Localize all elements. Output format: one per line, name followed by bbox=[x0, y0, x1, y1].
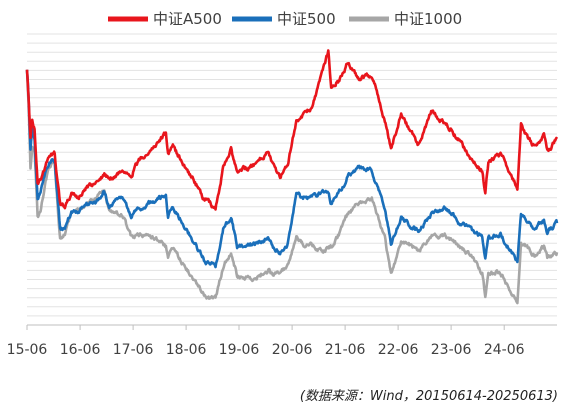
series-line-csi-1000 bbox=[25, 69, 559, 305]
legend-item-csi-500: 中证500 bbox=[232, 10, 336, 28]
series-line-csi-a500 bbox=[25, 49, 559, 211]
legend-item-csi-1000: 中证1000 bbox=[349, 10, 462, 28]
x-tick-label: 24-06 bbox=[484, 342, 525, 358]
x-tick-label: 18-06 bbox=[166, 342, 207, 358]
x-tick-label: 15-06 bbox=[7, 342, 48, 358]
x-tick-label: 23-06 bbox=[431, 342, 472, 358]
series-line-csi-500 bbox=[25, 69, 559, 269]
legend-label-csi-500: 中证500 bbox=[277, 10, 336, 28]
x-tick-label: 21-06 bbox=[325, 342, 366, 358]
legend-item-csi-a500: 中证A500 bbox=[108, 10, 222, 28]
x-tick-label: 19-06 bbox=[219, 342, 260, 358]
x-tick-label: 16-06 bbox=[60, 342, 101, 358]
x-tick-label: 22-06 bbox=[378, 342, 419, 358]
x-tick-label: 17-06 bbox=[113, 342, 154, 358]
x-tick-label: 20-06 bbox=[272, 342, 313, 358]
series-layer bbox=[25, 49, 559, 305]
legend-label-csi-1000: 中证1000 bbox=[394, 10, 462, 28]
x-axis-ticks: 15-06 16-06 17-06 18-06 19-06 20-06 21-06 22-06… bbox=[7, 325, 525, 358]
gridlines bbox=[27, 33, 557, 326]
legend: 中证A500 中证500 中证1000 bbox=[108, 10, 462, 28]
source-note: (数据来源：Wind，20150614-20250613) bbox=[300, 389, 558, 404]
legend-label-csi-a500: 中证A500 bbox=[153, 10, 222, 28]
